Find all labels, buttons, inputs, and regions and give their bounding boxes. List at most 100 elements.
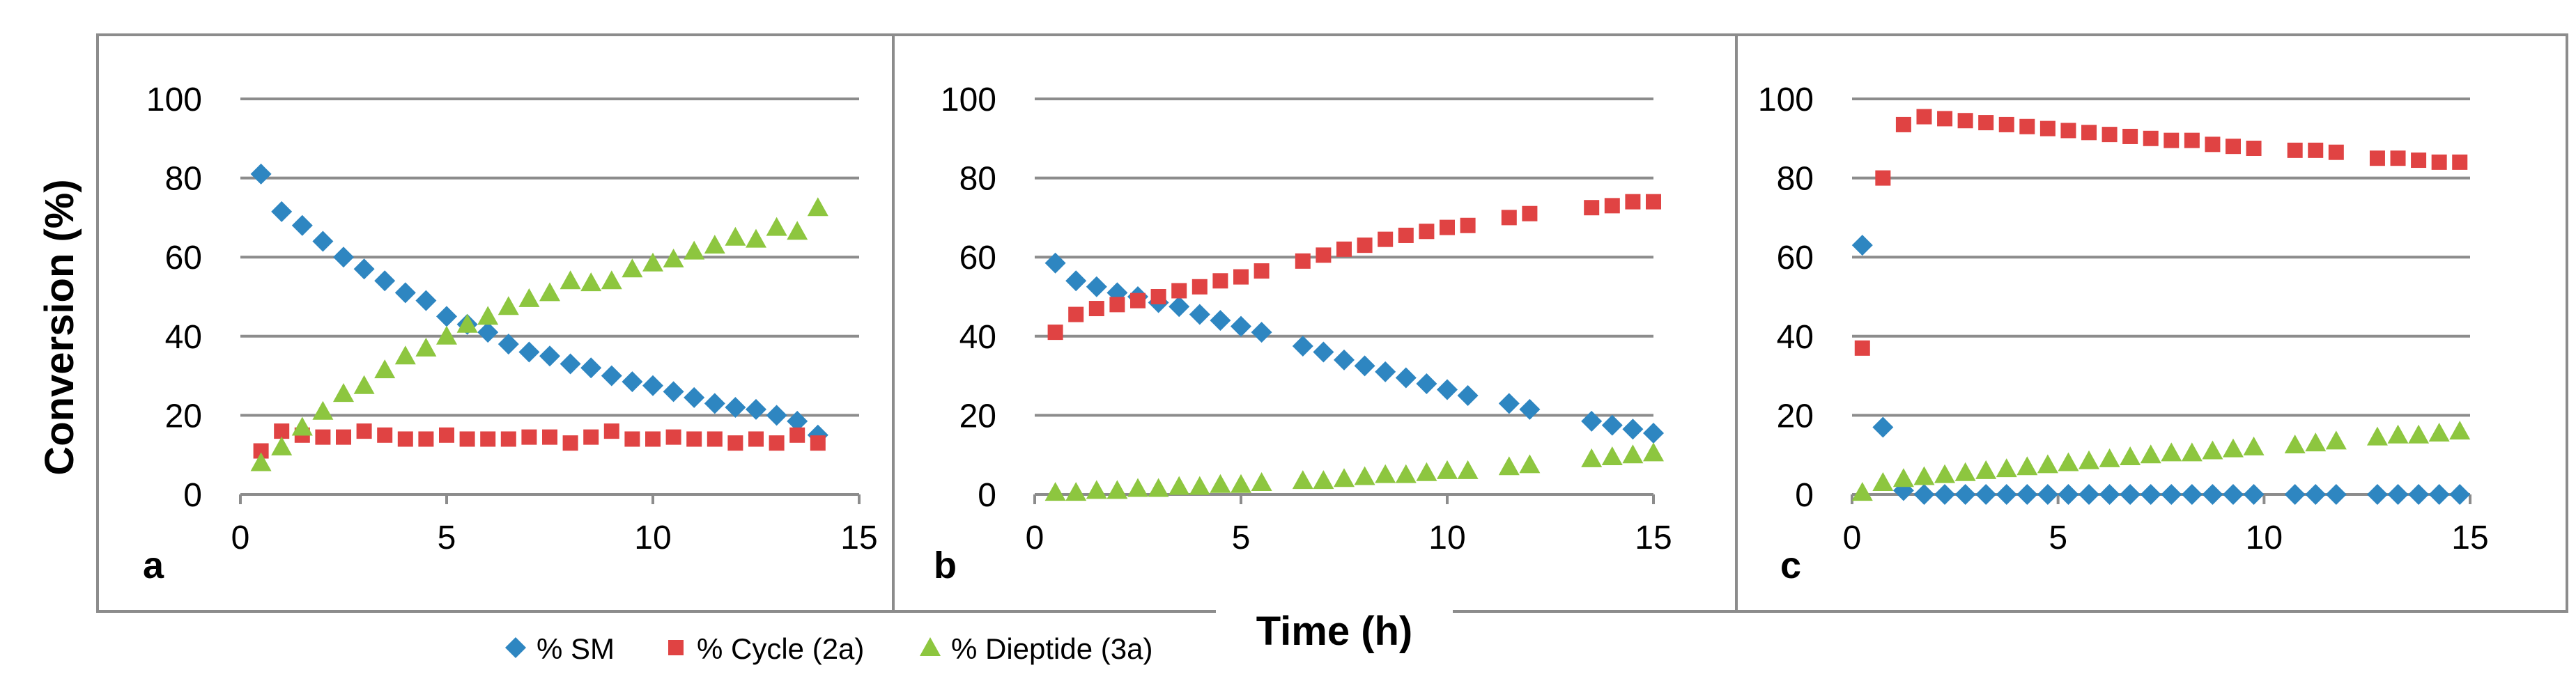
point-a-dieptide-3a-14 (539, 282, 560, 302)
legend-label-dieptide-3a: % Dieptide (3a) (951, 632, 1152, 665)
x-tick-label-c-10: 10 (2246, 520, 2283, 556)
point-b-cycle-2a-20 (1501, 210, 1517, 226)
x-tick-label-b-10: 10 (1428, 520, 1465, 556)
point-c-sm-1 (1872, 416, 1894, 438)
point-a-sm-17 (601, 365, 622, 386)
y-tick-label-a-20: 20 (165, 398, 202, 435)
point-b-dieptide-3a-9 (1231, 474, 1251, 493)
legend-label-sm: % SM (537, 632, 615, 665)
point-a-sm-15 (560, 353, 581, 375)
y-tick-label-b-80: 80 (959, 161, 996, 198)
legend: % SM % Cycle (2a) % Dieptide (3a) (505, 632, 1152, 665)
point-b-sm-0 (1044, 252, 1066, 274)
point-a-cycle-2a-6 (377, 427, 393, 443)
point-b-cycle-2a-12 (1316, 247, 1332, 263)
point-c-cycle-2a-24 (2390, 150, 2406, 166)
point-a-dieptide-3a-4 (333, 383, 354, 403)
point-a-cycle-2a-3 (315, 429, 331, 445)
point-a-cycle-2a-14 (542, 429, 557, 445)
point-c-dieptide-3a-22 (2325, 430, 2347, 450)
point-c-sm-19 (2243, 484, 2265, 505)
point-c-dieptide-3a-25 (2408, 424, 2430, 444)
y-tick-label-a-80: 80 (165, 161, 202, 198)
point-c-sm-4 (1934, 484, 1956, 505)
point-c-sm-5 (1954, 484, 1976, 505)
y-tick-label-b-60: 60 (959, 240, 996, 276)
point-a-cycle-2a-9 (439, 427, 454, 443)
x-tick-label-c-5: 5 (2049, 520, 2067, 556)
y-tick-label-b-40: 40 (959, 319, 996, 356)
point-a-sm-26 (787, 410, 808, 432)
point-a-sm-5 (353, 258, 375, 280)
point-c-cycle-2a-1 (1875, 170, 1891, 186)
plot-panel-b: 0 20 40 60 80 100 0 5 10 15 (941, 81, 1672, 556)
point-c-sm-27 (2449, 484, 2471, 505)
point-a-cycle-2a-22 (707, 431, 723, 447)
point-c-dieptide-3a-10 (2058, 452, 2079, 471)
point-a-dieptide-3a-9 (436, 325, 457, 345)
point-b-cycle-2a-21 (1522, 205, 1538, 221)
point-b-cycle-2a-4 (1130, 292, 1146, 309)
x-tick-label-b-0: 0 (1026, 520, 1044, 556)
point-b-sm-13 (1334, 349, 1355, 370)
point-c-sm-24 (2387, 484, 2409, 505)
point-b-dieptide-3a-16 (1395, 464, 1417, 483)
point-b-dieptide-3a-22 (1581, 448, 1603, 467)
point-b-sm-15 (1375, 361, 1396, 382)
point-c-dieptide-3a-8 (2016, 456, 2038, 476)
point-b-sm-12 (1313, 341, 1334, 363)
point-a-dieptide-3a-17 (601, 270, 622, 290)
x-tick-label-a-15: 15 (840, 520, 877, 556)
point-c-cycle-2a-7 (1998, 116, 2014, 132)
point-b-dieptide-3a-15 (1375, 464, 1396, 483)
series-c-dieptide-3a (1851, 421, 2471, 501)
point-b-sm-6 (1169, 296, 1190, 318)
point-a-dieptide-3a-27 (807, 197, 828, 217)
point-a-cycle-2a-23 (727, 435, 743, 451)
point-b-sm-25 (1643, 422, 1664, 444)
point-b-cycle-2a-13 (1336, 241, 1352, 257)
point-b-cycle-2a-19 (1460, 217, 1476, 233)
point-c-sm-20 (2284, 484, 2306, 505)
x-tick-label-a-10: 10 (634, 520, 671, 556)
point-b-dieptide-3a-12 (1313, 470, 1334, 490)
point-c-dieptide-3a-4 (1934, 464, 1956, 483)
point-a-dieptide-3a-24 (746, 228, 766, 248)
point-a-dieptide-3a-8 (415, 337, 437, 357)
point-a-dieptide-3a-21 (684, 240, 705, 260)
point-b-dieptide-3a-5 (1148, 478, 1169, 497)
legend-marker-cycle-2a (668, 640, 684, 655)
point-c-cycle-2a-15 (2164, 132, 2180, 148)
panel-letter-c: c (1780, 545, 1801, 586)
plot-panel-a: 0 20 40 60 80 100 0 5 10 15 (146, 81, 878, 556)
point-a-cycle-2a-18 (624, 431, 640, 447)
point-c-dieptide-3a-27 (2449, 421, 2471, 440)
point-a-cycle-2a-20 (665, 429, 681, 445)
point-c-cycle-2a-17 (2205, 136, 2221, 153)
point-b-cycle-2a-23 (1604, 198, 1620, 214)
point-b-sm-16 (1395, 367, 1417, 389)
point-b-cycle-2a-11 (1295, 253, 1311, 269)
point-a-sm-19 (642, 375, 663, 396)
point-c-cycle-2a-5 (1957, 113, 1973, 129)
point-a-sm-24 (746, 398, 766, 420)
point-c-cycle-2a-23 (2369, 150, 2385, 166)
point-c-cycle-2a-3 (1916, 109, 1932, 125)
series-c-cycle-2a (1854, 109, 2468, 356)
point-c-cycle-2a-11 (2081, 125, 2097, 141)
point-c-sm-16 (2181, 484, 2203, 505)
y-tick-label-c-40: 40 (1777, 319, 1814, 356)
point-b-sm-24 (1622, 419, 1644, 440)
point-c-cycle-2a-6 (1978, 115, 1994, 131)
point-c-dieptide-3a-24 (2387, 424, 2409, 444)
point-c-sm-10 (2058, 484, 2079, 505)
point-b-sm-23 (1601, 414, 1623, 436)
point-c-sm-9 (2037, 484, 2058, 505)
series-b-dieptide-3a (1044, 442, 1664, 501)
point-b-sm-22 (1581, 410, 1603, 432)
point-b-sm-11 (1292, 336, 1313, 357)
point-a-cycle-2a-13 (521, 429, 537, 445)
point-b-dieptide-3a-19 (1457, 460, 1479, 479)
point-c-dieptide-3a-17 (2202, 440, 2223, 460)
